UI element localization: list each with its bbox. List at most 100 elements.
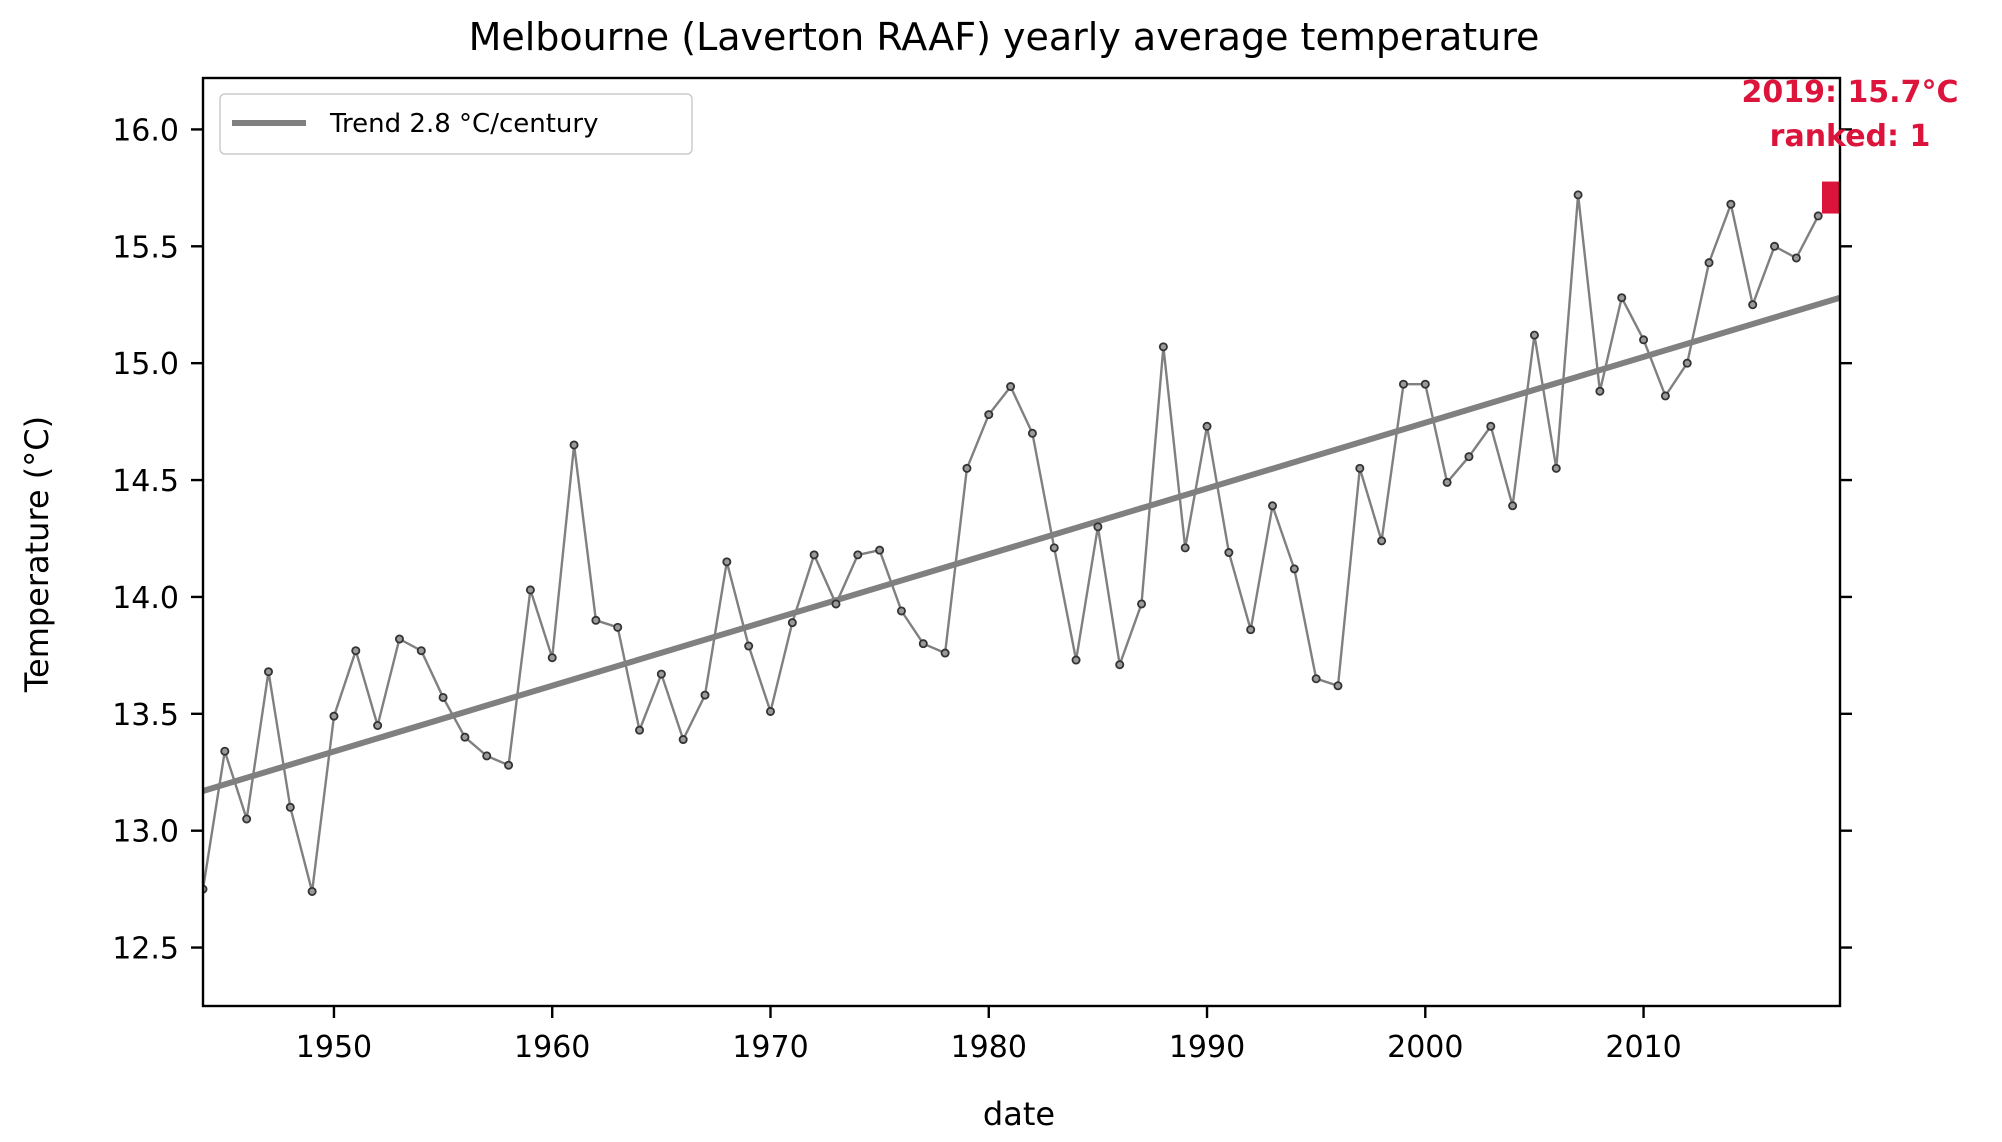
observed-data-point [1333,681,1343,691]
observed-data-point [1639,335,1649,345]
observed-data-point [1726,199,1736,209]
observed-data-point [1071,655,1081,665]
y-tick-label: 15.5 [112,230,179,265]
observed-data-point [351,646,361,656]
x-tick-label: 1950 [296,1030,372,1065]
observed-data-point [525,585,535,595]
observed-data-point [285,802,295,812]
highlight-label-rank: ranked: 1 [1770,119,1931,154]
legend-label-trend: Trend 2.8 °C/century [329,109,598,139]
x-tick-label: 1970 [732,1030,808,1065]
observed-data-point [1529,330,1539,340]
highlight-marker [1822,181,1840,214]
highlight-annotation: 2019: 15.7°C ranked: 1 [1742,75,1959,154]
observed-data-point [1398,379,1408,389]
observed-data-point [1704,258,1714,268]
y-tick-label: 16.0 [112,113,179,148]
y-tick-label: 12.5 [112,932,179,967]
observed-data-point [875,545,885,555]
observed-data-point [700,690,710,700]
y-axis-ticks: 12.5 13.0 13.5 14.0 14.5 15.0 15.5 16.0 [112,113,1852,967]
observed-data-point [307,886,317,896]
observed-data-point [896,606,906,616]
observed-data-point [1158,342,1168,352]
observed-data-point [1770,241,1780,251]
observed-data-point [1442,477,1452,487]
observed-data-point [220,746,230,756]
x-axis-label: date [983,1095,1055,1133]
observed-data-point [1486,421,1496,431]
observed-data-point [329,711,339,721]
observed-data-point [853,550,863,560]
legend-box [219,93,693,155]
observed-data-point [656,669,666,679]
observed-data-point [482,751,492,761]
observed-data-point [460,732,470,742]
observed-data-point [1595,386,1605,396]
observed-data-point [373,720,383,730]
observed-data-point [635,725,645,735]
observed-data-point [1617,293,1627,303]
observed-data-point [569,440,579,450]
x-tick-label: 1960 [514,1030,590,1065]
observed-data-point [1551,463,1561,473]
plot-series-group [203,190,1840,896]
observed-data-point [1224,548,1234,558]
observed-data-point [1464,452,1474,462]
observed-data-point [1748,300,1758,310]
trend-line [203,294,1840,794]
observed-data-point [984,410,994,420]
x-tick-label: 1990 [1169,1030,1245,1065]
observed-data-point [787,618,797,628]
x-tick-label: 1980 [951,1030,1027,1065]
observed-data-point [940,648,950,658]
observed-data-point [918,639,928,649]
observed-data-point [1660,391,1670,401]
observed-data-point [744,641,754,651]
observed-data-point [809,550,819,560]
observed-data-point [1180,543,1190,553]
observed-data-point [416,646,426,656]
observed-data-point [1355,463,1365,473]
observed-data-point [242,814,252,824]
observed-data-point [547,653,557,663]
observed-data-point [1289,564,1299,574]
x-axis-ticks: 1950 1960 1970 1980 1990 2000 2010 [296,1006,1682,1065]
y-tick-label: 14.5 [112,464,179,499]
observed-data-point [1202,421,1212,431]
observed-data-point [591,615,601,625]
observed-data-point [1137,599,1147,609]
observed-data-point [1115,660,1125,670]
plot-frame [201,76,1842,1008]
observed-data-point [1093,522,1103,532]
y-tick-label: 13.5 [112,698,179,733]
observed-data-point [1420,379,1430,389]
plot-area [203,181,1840,896]
observed-data-point [1573,190,1583,200]
observed-data-point [1246,625,1256,635]
observed-data-point [394,634,404,644]
observed-data-point [1027,428,1037,438]
chart-title: Melbourne (Laverton RAAF) yearly average… [469,15,1540,59]
observed-data-point [1049,543,1059,553]
observed-data-point [831,599,841,609]
y-axis-label: Temperature (°C) [18,416,56,693]
observed-data-point [1311,674,1321,684]
observed-data-point [1813,211,1823,221]
y-tick-label: 14.0 [112,581,179,616]
observed-data-point [1791,253,1801,263]
observed-data-point [1006,382,1016,392]
observed-data-point [438,692,448,702]
observed-data-point [765,706,775,716]
legend: Trend 2.8 °C/century [219,93,693,155]
observed-data-point [678,735,688,745]
y-tick-label: 15.0 [112,347,179,382]
observed-data-point [1268,501,1278,511]
observed-data-point [722,557,732,567]
highlight-label-value: 2019: 15.7°C [1742,75,1959,110]
observed-data-point [504,760,514,770]
observed-data-point [962,463,972,473]
observed-data-point [1377,536,1387,546]
